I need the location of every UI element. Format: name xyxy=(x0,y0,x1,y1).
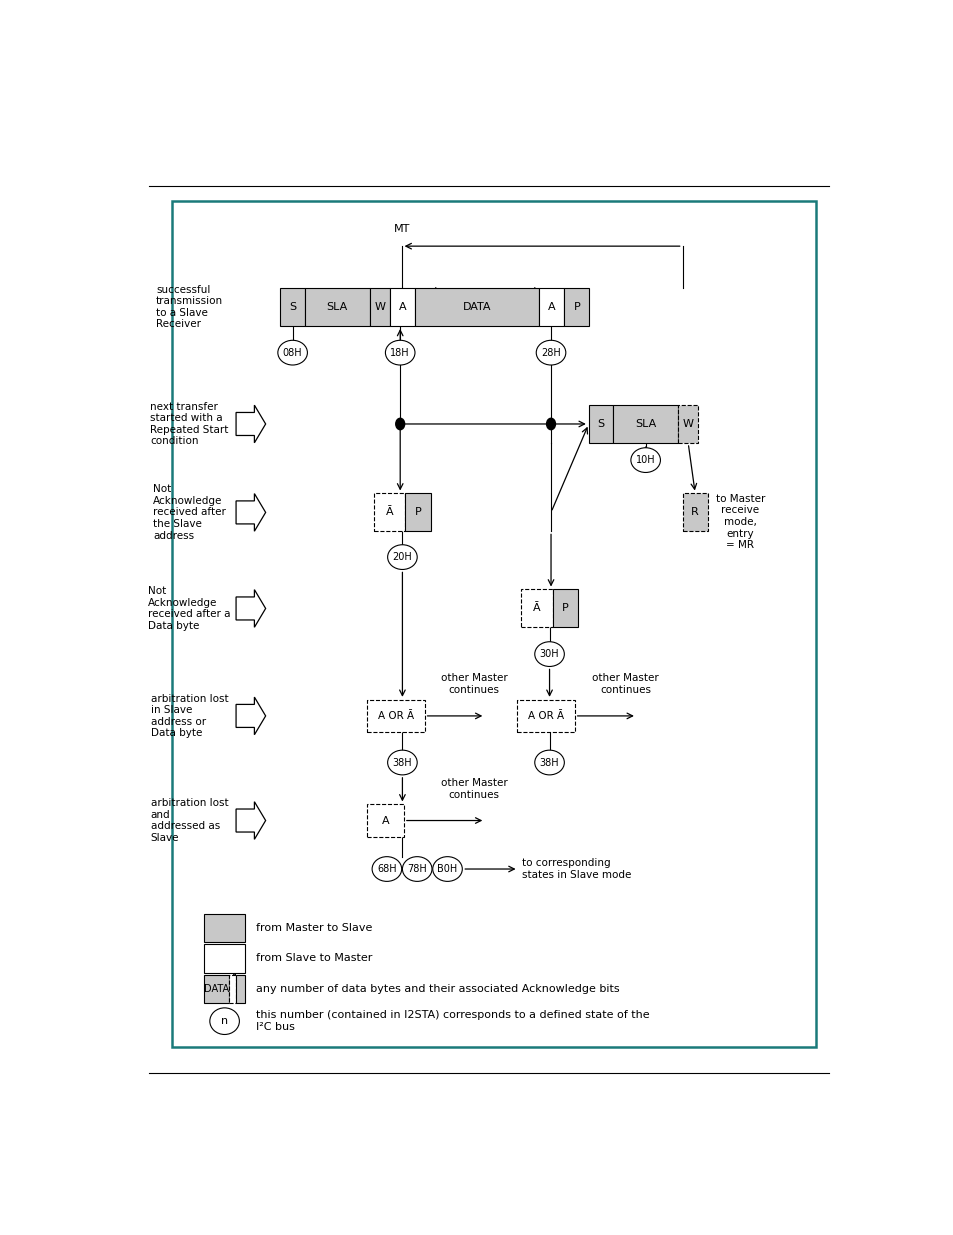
Polygon shape xyxy=(235,802,265,840)
Bar xyxy=(552,589,577,627)
Text: to Master
receive
mode,
entry
= MR: to Master receive mode, entry = MR xyxy=(715,494,764,550)
Bar xyxy=(390,288,415,326)
Text: P: P xyxy=(561,604,568,614)
Text: 68H: 68H xyxy=(376,864,396,874)
Text: Not
Acknowledge
received after a
Data byte: Not Acknowledge received after a Data by… xyxy=(148,587,231,631)
Text: B0H: B0H xyxy=(436,864,457,874)
Text: S: S xyxy=(289,303,295,312)
Text: SLA: SLA xyxy=(326,303,348,312)
Text: A OR Ā: A OR Ā xyxy=(377,711,414,721)
Text: 30H: 30H xyxy=(539,650,558,659)
Bar xyxy=(305,288,370,326)
Text: arbitration lost
in Slave
address or
Data byte: arbitration lost in Slave address or Dat… xyxy=(151,694,228,739)
Bar xyxy=(204,974,229,1003)
Ellipse shape xyxy=(210,1008,239,1035)
Bar xyxy=(172,200,815,1047)
Text: Not
Acknowledge
received after
the Slave
address: Not Acknowledge received after the Slave… xyxy=(152,484,226,541)
Text: other Master
continues: other Master continues xyxy=(592,673,659,695)
Polygon shape xyxy=(235,589,265,627)
Text: 38H: 38H xyxy=(393,757,412,767)
Text: R: R xyxy=(691,508,699,517)
Bar xyxy=(588,405,613,443)
Text: Ā: Ā xyxy=(386,508,394,517)
Text: MT: MT xyxy=(393,224,410,233)
Text: DATA: DATA xyxy=(204,984,229,994)
Bar xyxy=(678,405,698,443)
Polygon shape xyxy=(235,697,265,735)
Text: Ā: Ā xyxy=(533,604,540,614)
Ellipse shape xyxy=(372,857,401,882)
Text: W: W xyxy=(374,303,385,312)
Bar xyxy=(204,914,245,942)
Ellipse shape xyxy=(535,642,564,667)
Bar xyxy=(229,974,235,1003)
Text: 78H: 78H xyxy=(407,864,427,874)
Bar xyxy=(374,494,405,531)
Text: SLA: SLA xyxy=(635,419,656,429)
Text: W: W xyxy=(682,419,693,429)
Bar xyxy=(204,944,245,973)
Text: other Master
continues: other Master continues xyxy=(440,673,507,695)
Text: n: n xyxy=(221,1016,228,1026)
Text: 18H: 18H xyxy=(390,348,410,358)
Ellipse shape xyxy=(433,857,462,882)
Bar xyxy=(367,700,424,732)
Text: this number (contained in I2STA) corresponds to a defined state of the
I²C bus: this number (contained in I2STA) corresp… xyxy=(255,1010,649,1032)
Text: from Master to Slave: from Master to Slave xyxy=(255,923,372,932)
Ellipse shape xyxy=(630,448,659,473)
Bar xyxy=(370,288,390,326)
Text: 20H: 20H xyxy=(392,552,412,562)
Bar xyxy=(538,288,564,326)
Text: 10H: 10H xyxy=(636,456,655,466)
Text: 08H: 08H xyxy=(282,348,302,358)
Polygon shape xyxy=(235,405,265,443)
Circle shape xyxy=(546,419,555,430)
Text: arbitration lost
and
addressed as
Slave: arbitration lost and addressed as Slave xyxy=(151,798,228,844)
Text: A OR Ā: A OR Ā xyxy=(527,711,563,721)
Text: A: A xyxy=(547,303,555,312)
Text: S: S xyxy=(597,419,604,429)
Text: any number of data bytes and their associated Acknowledge bits: any number of data bytes and their assoc… xyxy=(255,984,619,994)
Ellipse shape xyxy=(402,857,432,882)
Text: 38H: 38H xyxy=(539,757,558,767)
Text: to corresponding
states in Slave mode: to corresponding states in Slave mode xyxy=(521,858,631,879)
Ellipse shape xyxy=(535,750,564,774)
Bar xyxy=(415,288,538,326)
Text: successful
transmission
to a Slave
Receiver: successful transmission to a Slave Recei… xyxy=(155,284,223,330)
Bar xyxy=(564,288,589,326)
Polygon shape xyxy=(235,494,265,531)
Text: A: A xyxy=(381,815,389,825)
Ellipse shape xyxy=(536,341,565,366)
Text: DATA: DATA xyxy=(462,303,491,312)
Text: next transfer
started with a
Repeated Start
condition: next transfer started with a Repeated St… xyxy=(151,401,229,446)
Text: P: P xyxy=(415,508,421,517)
Ellipse shape xyxy=(385,341,415,366)
Bar xyxy=(682,494,707,531)
Circle shape xyxy=(395,419,404,430)
Bar xyxy=(367,804,403,836)
Bar xyxy=(235,974,245,1003)
Text: A: A xyxy=(398,303,406,312)
Bar xyxy=(405,494,430,531)
Bar xyxy=(517,700,574,732)
Bar xyxy=(280,288,305,326)
Ellipse shape xyxy=(277,341,307,366)
Bar xyxy=(521,589,552,627)
Text: 28H: 28H xyxy=(540,348,560,358)
Ellipse shape xyxy=(387,750,416,774)
Text: P: P xyxy=(573,303,579,312)
Bar xyxy=(613,405,678,443)
Ellipse shape xyxy=(387,545,416,569)
Text: other Master
continues: other Master continues xyxy=(440,778,507,799)
Text: from Slave to Master: from Slave to Master xyxy=(255,953,372,963)
